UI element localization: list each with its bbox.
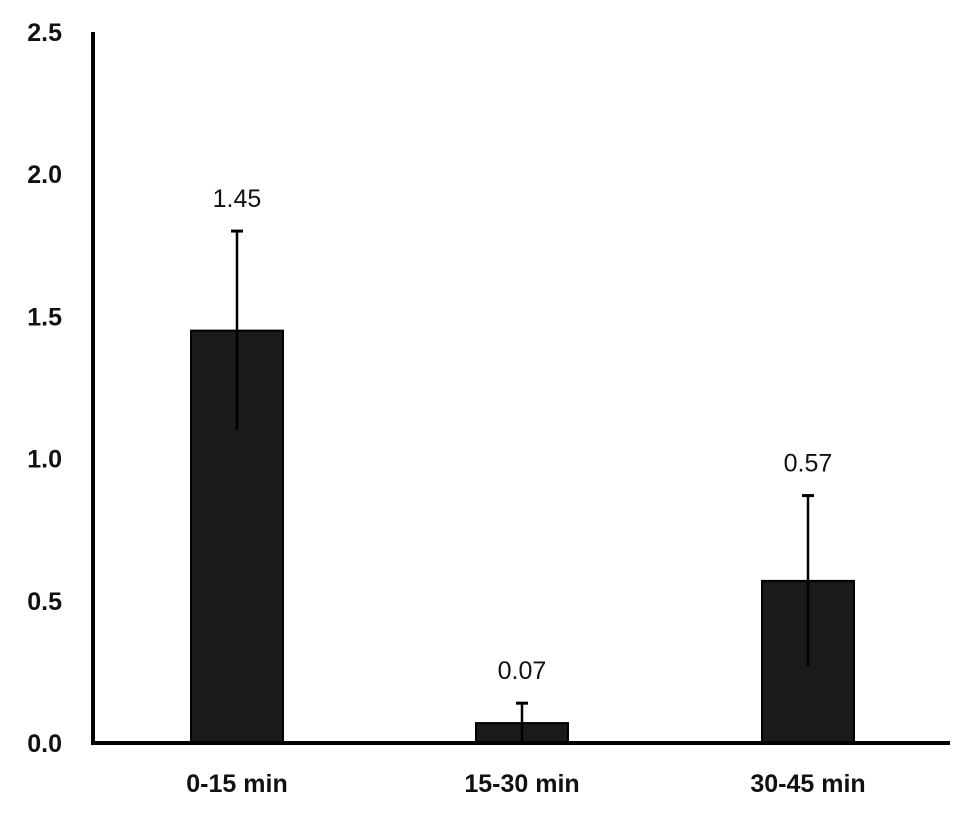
y-tick-label: 1.0 (27, 446, 62, 474)
data-label: 0.57 (784, 450, 833, 478)
data-label: 1.45 (213, 185, 262, 213)
data-labels-layer: 1.45 0.07 0.57 (213, 185, 833, 685)
y-tick-labels: 0.0 0.5 1.0 1.5 2.0 2.5 (27, 19, 62, 758)
x-category-label: 30-45 min (750, 770, 865, 798)
x-category-label: 15-30 min (464, 770, 579, 798)
y-tick-label: 2.5 (27, 19, 62, 47)
y-tick-label: 1.5 (27, 303, 62, 331)
y-tick-label: 0.5 (27, 588, 62, 616)
data-label: 0.07 (498, 657, 547, 685)
y-tick-label: 2.0 (27, 161, 62, 189)
x-category-labels: 0-15 min 15-30 min 30-45 min (186, 770, 865, 798)
x-category-label: 0-15 min (186, 770, 287, 798)
error-bars-layer (231, 229, 814, 743)
y-tick-label: 0.0 (27, 730, 62, 758)
